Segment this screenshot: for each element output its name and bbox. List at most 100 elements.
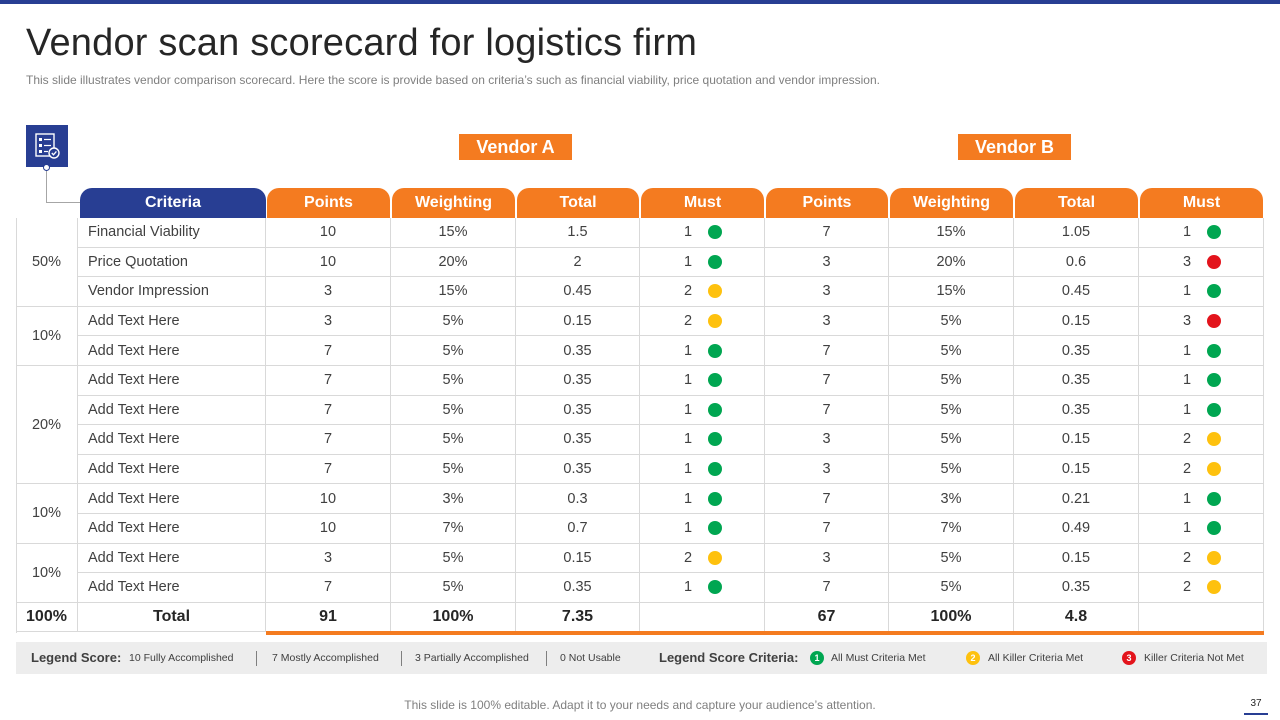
must-value: 1 [683, 490, 693, 507]
vendor-a-must: 1 [640, 336, 765, 366]
legend-criteria-label: Legend Score Criteria: [659, 650, 799, 665]
vendor-a-must: 1 [640, 247, 765, 278]
total-label: Total [78, 602, 266, 633]
status-green-icon [708, 254, 722, 269]
vendor-b-weighting: 15% [889, 277, 1014, 307]
vendor-a-weighting: 5% [391, 366, 516, 396]
document-checklist-icon [26, 125, 68, 167]
vendor-a-total: 0.15 [516, 543, 640, 574]
status-yellow-icon [1207, 550, 1221, 565]
legend-score-item: 7 Mostly Accomplished [272, 652, 379, 664]
status-green-icon [708, 580, 722, 595]
header-vendor-a-points: Points [267, 188, 390, 218]
footer-note: This slide is 100% editable. Adapt it to… [404, 698, 876, 712]
vendor-b-total: 0.35 [1014, 395, 1139, 426]
criteria-name: Add Text Here [78, 336, 266, 366]
vendor-a-weighting: 5% [391, 395, 516, 426]
must-value: 2 [1182, 431, 1192, 448]
vendor-a-points: 3 [266, 543, 391, 574]
status-yellow-icon [708, 314, 722, 329]
vendor-a-total: 0.35 [516, 573, 640, 603]
vendor-a-must: 1 [640, 395, 765, 426]
vendor-a-points: 7 [266, 336, 391, 366]
status-green-icon [708, 462, 722, 477]
total-vendor-a-total: 7.35 [516, 602, 640, 633]
vendor-b-must: 1 [1139, 395, 1264, 426]
total-vendor-b-must [1139, 602, 1264, 633]
page-number-underline [1244, 713, 1268, 715]
vendor-b-must: 3 [1139, 306, 1264, 337]
header-vendor-a-must: Must [641, 188, 764, 218]
status-green-icon [1207, 402, 1221, 417]
vendor-b-total: 0.15 [1014, 306, 1139, 337]
must-value: 1 [1182, 372, 1192, 389]
vendor-b-points: 7 [765, 366, 889, 396]
status-green-icon [1207, 225, 1221, 240]
vendor-b-must: 2 [1139, 573, 1264, 603]
vendor-a-must: 1 [640, 454, 765, 485]
vendor-a-points: 7 [266, 573, 391, 603]
criteria-name: Add Text Here [78, 425, 266, 455]
vendor-b-must: 1 [1139, 336, 1264, 366]
vendor-a-weighting: 5% [391, 543, 516, 574]
must-value: 2 [1182, 579, 1192, 596]
vendor-b-weighting: 5% [889, 425, 1014, 455]
header-vendor-b-points: Points [766, 188, 888, 218]
vendor-b-weighting: 5% [889, 395, 1014, 426]
vendor-a-points: 3 [266, 277, 391, 307]
vendor-b-points: 7 [765, 336, 889, 366]
vendor-a-points: 3 [266, 306, 391, 337]
must-value: 2 [683, 549, 693, 566]
top-accent-bar [0, 0, 1280, 4]
vendor-a-points: 7 [266, 366, 391, 396]
must-value: 1 [1182, 283, 1192, 300]
vendor-a-label: Vendor A [459, 134, 572, 160]
legend-score-item: 0 Not Usable [560, 652, 621, 664]
vendor-b-weighting: 5% [889, 336, 1014, 366]
vendor-a-weighting: 7% [391, 514, 516, 544]
vendor-b-weighting: 5% [889, 306, 1014, 337]
vendor-a-weighting: 5% [391, 306, 516, 337]
legend-score-label: Legend Score: [31, 650, 122, 665]
vendor-b-must: 1 [1139, 218, 1264, 248]
vendor-a-must: 1 [640, 366, 765, 396]
vendor-b-points: 3 [765, 277, 889, 307]
vendor-a-must: 1 [640, 514, 765, 544]
legend-score-item: 10 Fully Accomplished [129, 652, 234, 664]
must-value: 2 [683, 283, 693, 300]
vendor-b-label: Vendor B [958, 134, 1071, 160]
must-value: 1 [683, 372, 693, 389]
vendor-a-must: 2 [640, 277, 765, 307]
status-green-icon [1207, 521, 1221, 536]
vendor-a-total: 0.35 [516, 366, 640, 396]
status-yellow-icon [1207, 580, 1221, 595]
must-value: 1 [683, 224, 693, 241]
vendor-b-points: 3 [765, 454, 889, 485]
vendor-a-total: 0.3 [516, 484, 640, 514]
vendor-a-total: 0.35 [516, 395, 640, 426]
vendor-b-total: 0.35 [1014, 573, 1139, 603]
vendor-a-weighting: 20% [391, 247, 516, 278]
vendor-a-total: 0.15 [516, 306, 640, 337]
connector-line [46, 167, 47, 202]
must-value: 1 [1182, 401, 1192, 418]
legend-score-item: 3 Partially Accomplished [415, 652, 529, 664]
vendor-a-total: 0.7 [516, 514, 640, 544]
must-value: 1 [683, 342, 693, 359]
group-weight: 10% [16, 543, 78, 603]
status-green-icon [1207, 373, 1221, 388]
page-subtitle: This slide illustrates vendor comparison… [26, 73, 880, 87]
vendor-b-weighting: 5% [889, 366, 1014, 396]
status-green-icon [708, 521, 722, 536]
legend-divider [256, 651, 257, 666]
status-green-icon [1207, 284, 1221, 299]
status-green-icon [708, 402, 722, 417]
vendor-b-points: 7 [765, 395, 889, 426]
status-green-icon [708, 432, 722, 447]
vendor-b-points: 7 [765, 514, 889, 544]
page-number: 37 [1250, 698, 1262, 709]
status-green-icon [708, 491, 722, 506]
vendor-a-points: 10 [266, 484, 391, 514]
legend-divider [401, 651, 402, 666]
criteria-name: Vendor Impression [78, 277, 266, 307]
